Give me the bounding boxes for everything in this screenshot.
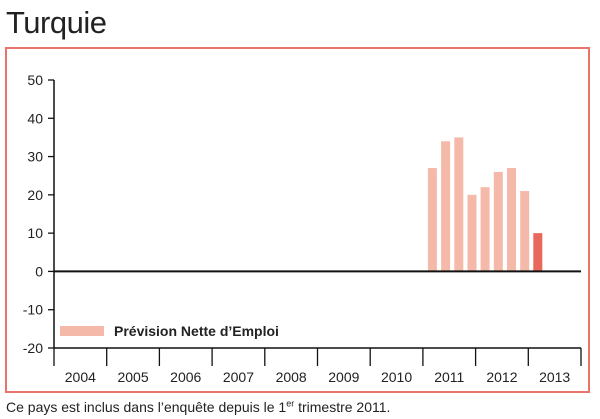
y-tick-label: 0 xyxy=(35,263,43,279)
x-tick-label: 2009 xyxy=(328,369,359,385)
bar xyxy=(480,187,490,272)
bar xyxy=(507,168,516,272)
chart-title: Turquie xyxy=(6,5,107,40)
y-tick-label: -10 xyxy=(23,302,43,318)
footnote-text: Ce pays est inclus dans l’enquête depuis… xyxy=(6,399,287,415)
bar xyxy=(533,233,543,272)
x-tick-label: 2010 xyxy=(381,369,412,385)
x-tick-label: 2013 xyxy=(539,369,570,385)
y-tick-label: -20 xyxy=(23,340,43,356)
x-tick-label: 2008 xyxy=(276,369,307,385)
x-tick-label: 2006 xyxy=(170,369,201,385)
bar xyxy=(441,141,451,272)
bar xyxy=(493,171,503,272)
y-tick-label: 50 xyxy=(27,72,43,88)
y-tick-label: 10 xyxy=(27,225,43,241)
legend-label: Prévision Nette d’Emploi xyxy=(114,323,279,339)
footnote: Ce pays est inclus dans l’enquête depuis… xyxy=(6,398,390,416)
bar xyxy=(520,191,530,272)
y-tick-label: 30 xyxy=(27,149,43,165)
chart-frame: 50 40 30 20 10 0 -10 -20 2004 2005 2006 2007 2008 200… xyxy=(5,47,590,393)
x-tick-label: 2011 xyxy=(434,369,464,385)
x-tick-label: 2004 xyxy=(65,369,96,385)
bar xyxy=(427,168,437,272)
x-tick-label: 2005 xyxy=(117,369,148,385)
x-tick-label: 2007 xyxy=(223,369,254,385)
footnote-text-end: trimestre 2011. xyxy=(294,399,391,415)
footnote-superscript: er xyxy=(286,398,295,409)
y-tick-label: 40 xyxy=(27,110,43,126)
bar xyxy=(454,137,464,272)
bar xyxy=(467,194,477,272)
legend-swatch xyxy=(60,326,104,336)
y-tick-label: 20 xyxy=(27,187,43,203)
x-tick-label: 2012 xyxy=(486,369,517,385)
